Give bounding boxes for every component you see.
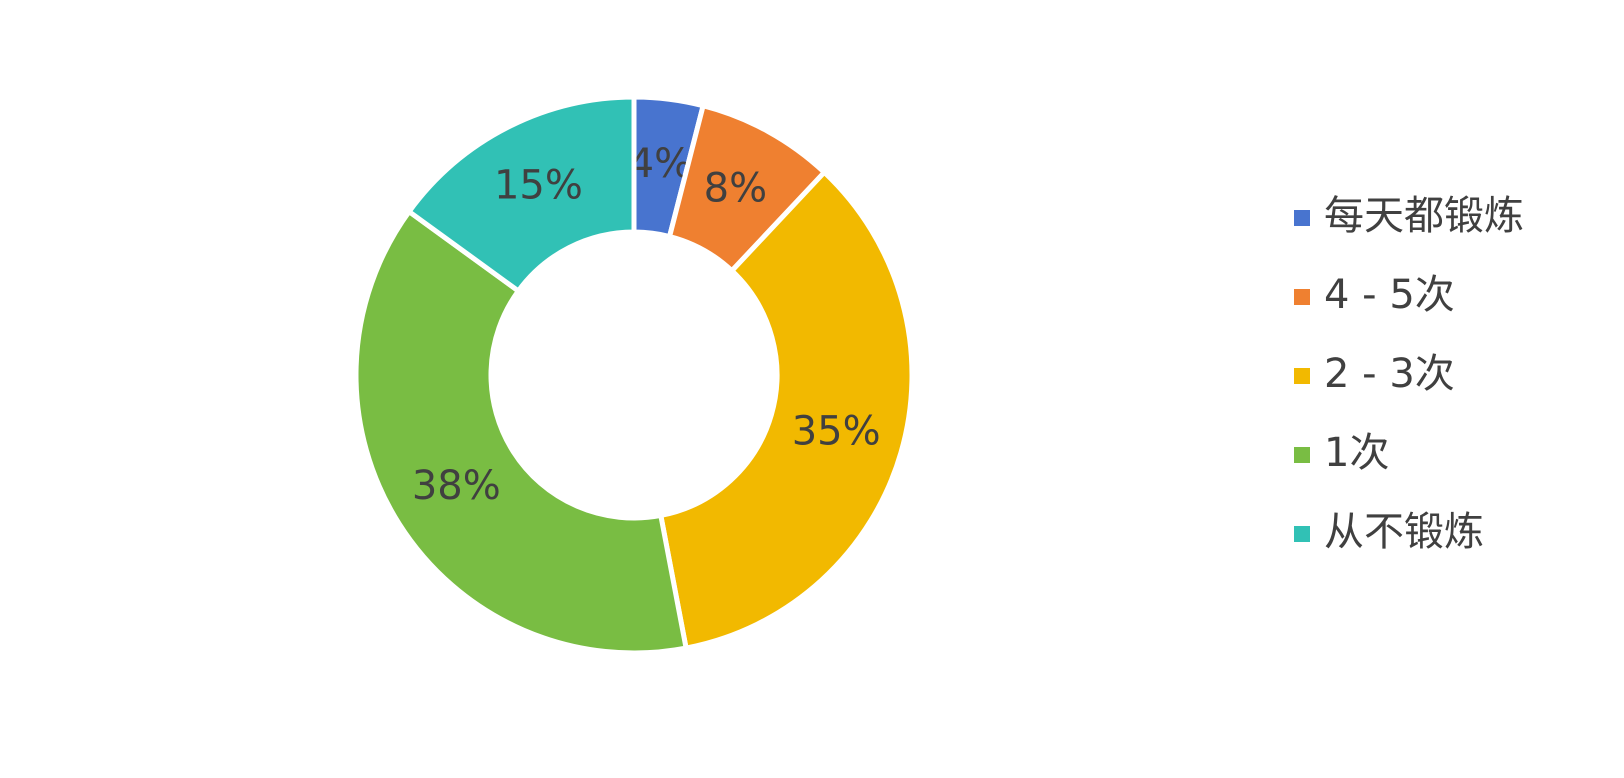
donut-segment — [353, 208, 690, 656]
data-label: 38% — [412, 463, 501, 509]
legend-label: 2 - 3次 — [1324, 351, 1455, 397]
legend-label: 1次 — [1324, 430, 1389, 476]
legend-swatch — [1294, 368, 1310, 384]
legend-swatch — [1294, 526, 1310, 542]
legend-swatch — [1294, 210, 1310, 226]
data-label: 8% — [704, 166, 767, 212]
data-label: 35% — [792, 409, 881, 455]
legend-label: 每天都锻炼 — [1324, 193, 1524, 239]
data-label: 15% — [494, 162, 583, 208]
legend-label: 从不锻炼 — [1324, 509, 1484, 555]
legend-swatch — [1294, 447, 1310, 463]
legend-swatch — [1294, 289, 1310, 305]
legend-label: 4 - 5次 — [1324, 272, 1455, 318]
donut-segment — [405, 94, 637, 295]
donut-segment — [657, 168, 915, 652]
data-label: 4% — [629, 141, 692, 187]
